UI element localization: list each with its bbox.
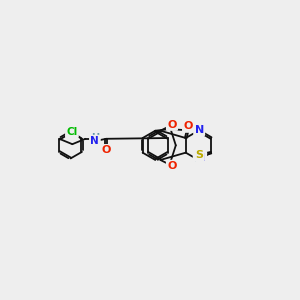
Text: N: N	[90, 136, 99, 146]
Text: O: O	[167, 119, 177, 130]
Text: N: N	[195, 125, 204, 135]
Text: O: O	[183, 122, 193, 131]
Text: N: N	[197, 153, 206, 163]
Text: H: H	[194, 155, 202, 164]
Text: Cl: Cl	[66, 127, 77, 137]
Text: O: O	[101, 145, 111, 155]
Text: O: O	[167, 161, 177, 171]
Text: H: H	[92, 133, 100, 143]
Text: S: S	[196, 150, 203, 160]
